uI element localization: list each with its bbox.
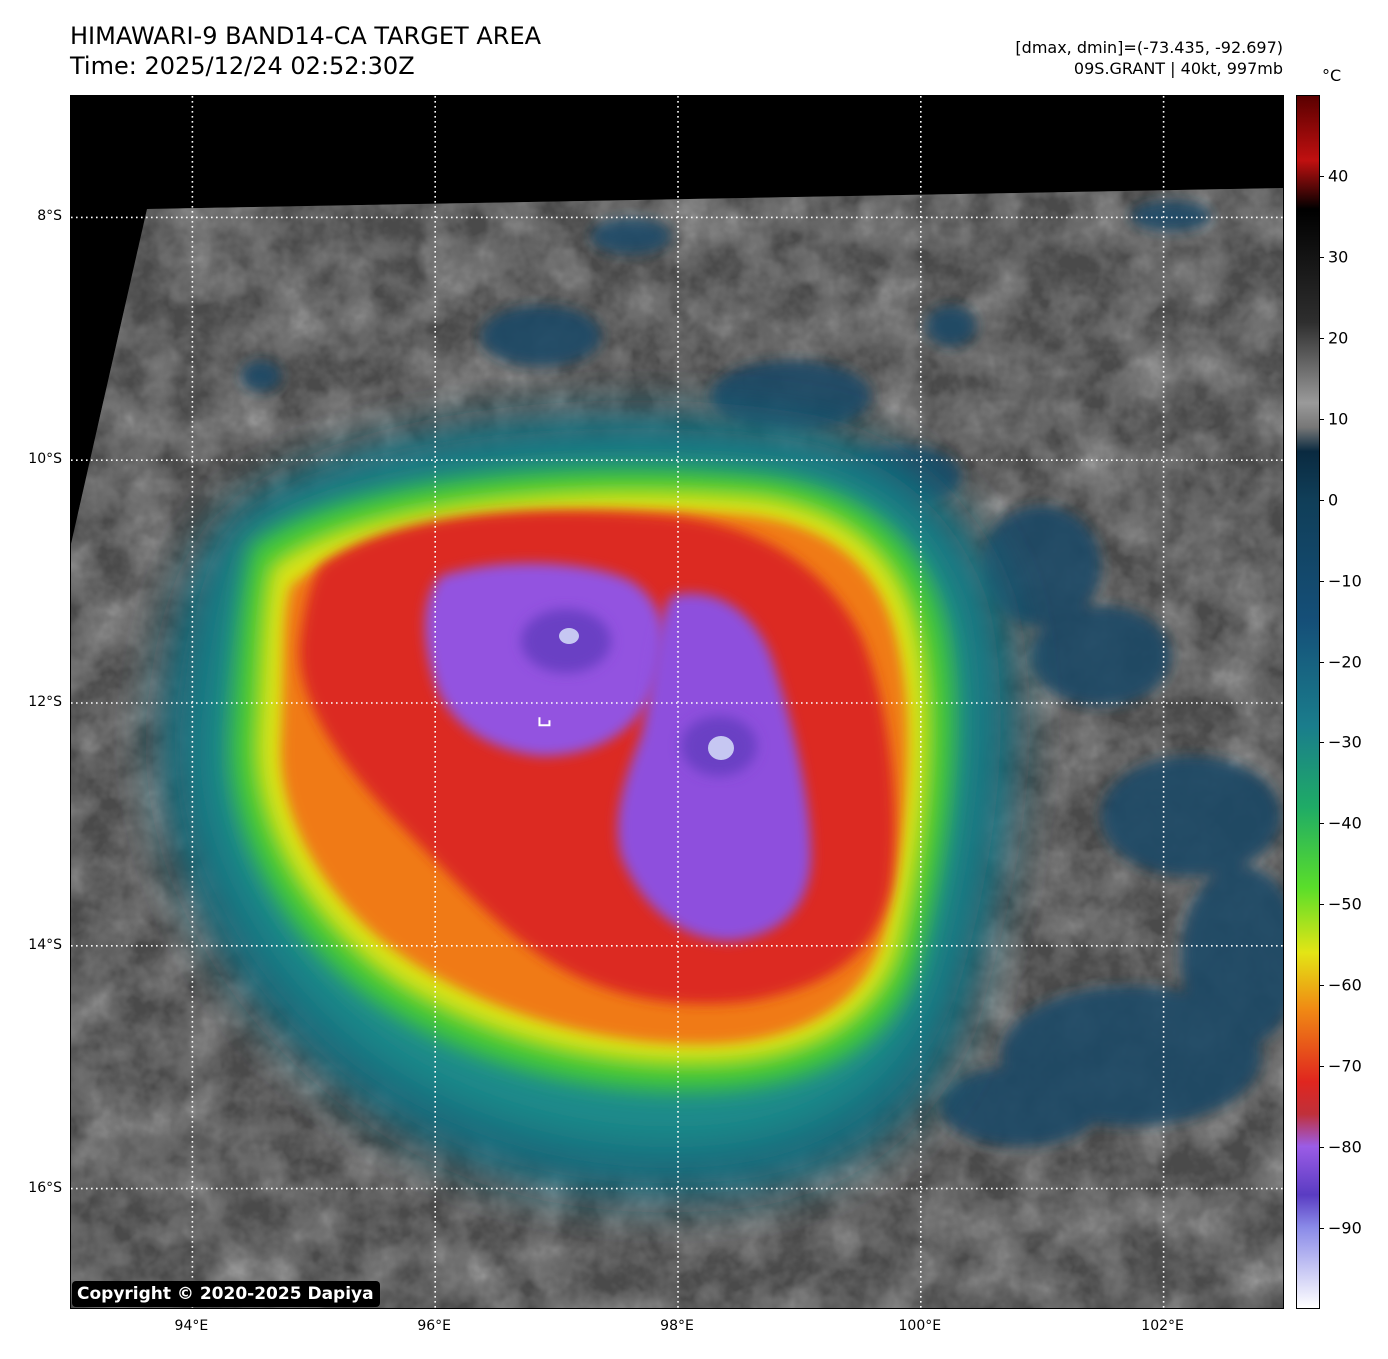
colorbar-tick-label: −70 bbox=[1328, 1056, 1362, 1076]
lat-tick-label: 14°S bbox=[28, 936, 62, 953]
lon-tick-label: 100°E bbox=[898, 1318, 942, 1334]
colorbar-tick-mark bbox=[1319, 904, 1324, 906]
colorbar-tick-label: −50 bbox=[1328, 894, 1362, 914]
colorbar-tick-label: −80 bbox=[1328, 1137, 1362, 1157]
colorbar-tick-mark bbox=[1319, 256, 1324, 258]
lon-tick-label: 94°E bbox=[174, 1318, 209, 1334]
chart-title: HIMAWARI-9 BAND14-CA TARGET AREA bbox=[70, 22, 542, 50]
colorbar-tick-label: 20 bbox=[1328, 328, 1349, 348]
colorbar-tick-mark bbox=[1319, 418, 1324, 420]
colorbar-tick-mark bbox=[1319, 985, 1324, 987]
colorbar-tick-label: 40 bbox=[1328, 166, 1349, 186]
lat-tick-label: 10°S bbox=[28, 451, 62, 468]
lat-tick-label: 8°S bbox=[37, 208, 62, 225]
colorbar-tick-mark bbox=[1319, 661, 1324, 663]
colorbar-tick-label: −40 bbox=[1328, 813, 1362, 833]
copyright-label: Copyright © 2020-2025 Dapiya bbox=[72, 1281, 380, 1307]
overshooting-top bbox=[559, 628, 579, 644]
colorbar-tick-label: −90 bbox=[1328, 1218, 1362, 1238]
colorbar-tick-mark bbox=[1319, 823, 1324, 825]
storm-label: 09S.GRANT | 40kt, 997mb bbox=[1073, 59, 1283, 78]
lon-tick-label: 102°E bbox=[1141, 1318, 1184, 1334]
colorbar-tick-label: 0 bbox=[1328, 490, 1339, 510]
colorbar-tick-label: −10 bbox=[1328, 571, 1362, 591]
colorbar-tick-mark bbox=[1319, 337, 1324, 339]
lon-tick-label: 96°E bbox=[417, 1318, 452, 1334]
colorbar-tick-mark bbox=[1319, 499, 1324, 501]
satellite-imagery bbox=[71, 96, 1283, 1308]
overshooting-top bbox=[708, 736, 734, 760]
colorbar-tick-mark bbox=[1319, 1066, 1324, 1068]
lon-tick-label: 98°E bbox=[660, 1318, 694, 1334]
colorbar-tick-label: 10 bbox=[1328, 409, 1349, 429]
lat-tick-label: 12°S bbox=[28, 694, 62, 710]
storm-center-marker bbox=[538, 717, 551, 727]
colorbar-tick-label: −20 bbox=[1328, 652, 1362, 672]
colorbar-tick-label: 30 bbox=[1328, 247, 1349, 267]
time-label: Time: 2025/12/24 02:52:30Z bbox=[70, 52, 415, 80]
satellite-map bbox=[70, 95, 1284, 1309]
lat-tick-label: 16°S bbox=[28, 1179, 62, 1196]
colorbar-tick-label: −60 bbox=[1328, 975, 1362, 995]
colorbar-tick-mark bbox=[1319, 742, 1324, 744]
colorbar bbox=[1296, 95, 1320, 1309]
colorbar-tick-mark bbox=[1319, 175, 1324, 177]
imagery-layer bbox=[71, 188, 1283, 1308]
colorbar-tick-mark bbox=[1319, 1228, 1324, 1230]
colorbar-tick-mark bbox=[1319, 1147, 1324, 1149]
colorbar-unit: °C bbox=[1322, 66, 1342, 85]
range-label: [dmax, dmin]=(-73.435, -92.697) bbox=[1015, 38, 1283, 57]
colorbar-tick-mark bbox=[1319, 580, 1324, 582]
colorbar-tick-label: −30 bbox=[1328, 732, 1362, 752]
